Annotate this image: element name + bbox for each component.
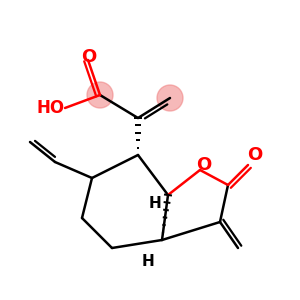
Circle shape (157, 85, 183, 111)
Text: O: O (81, 48, 97, 66)
Text: HO: HO (37, 99, 65, 117)
Text: O: O (248, 146, 262, 164)
Text: H: H (142, 254, 154, 269)
Circle shape (87, 82, 113, 108)
Text: O: O (196, 156, 211, 174)
Text: H: H (148, 196, 161, 211)
